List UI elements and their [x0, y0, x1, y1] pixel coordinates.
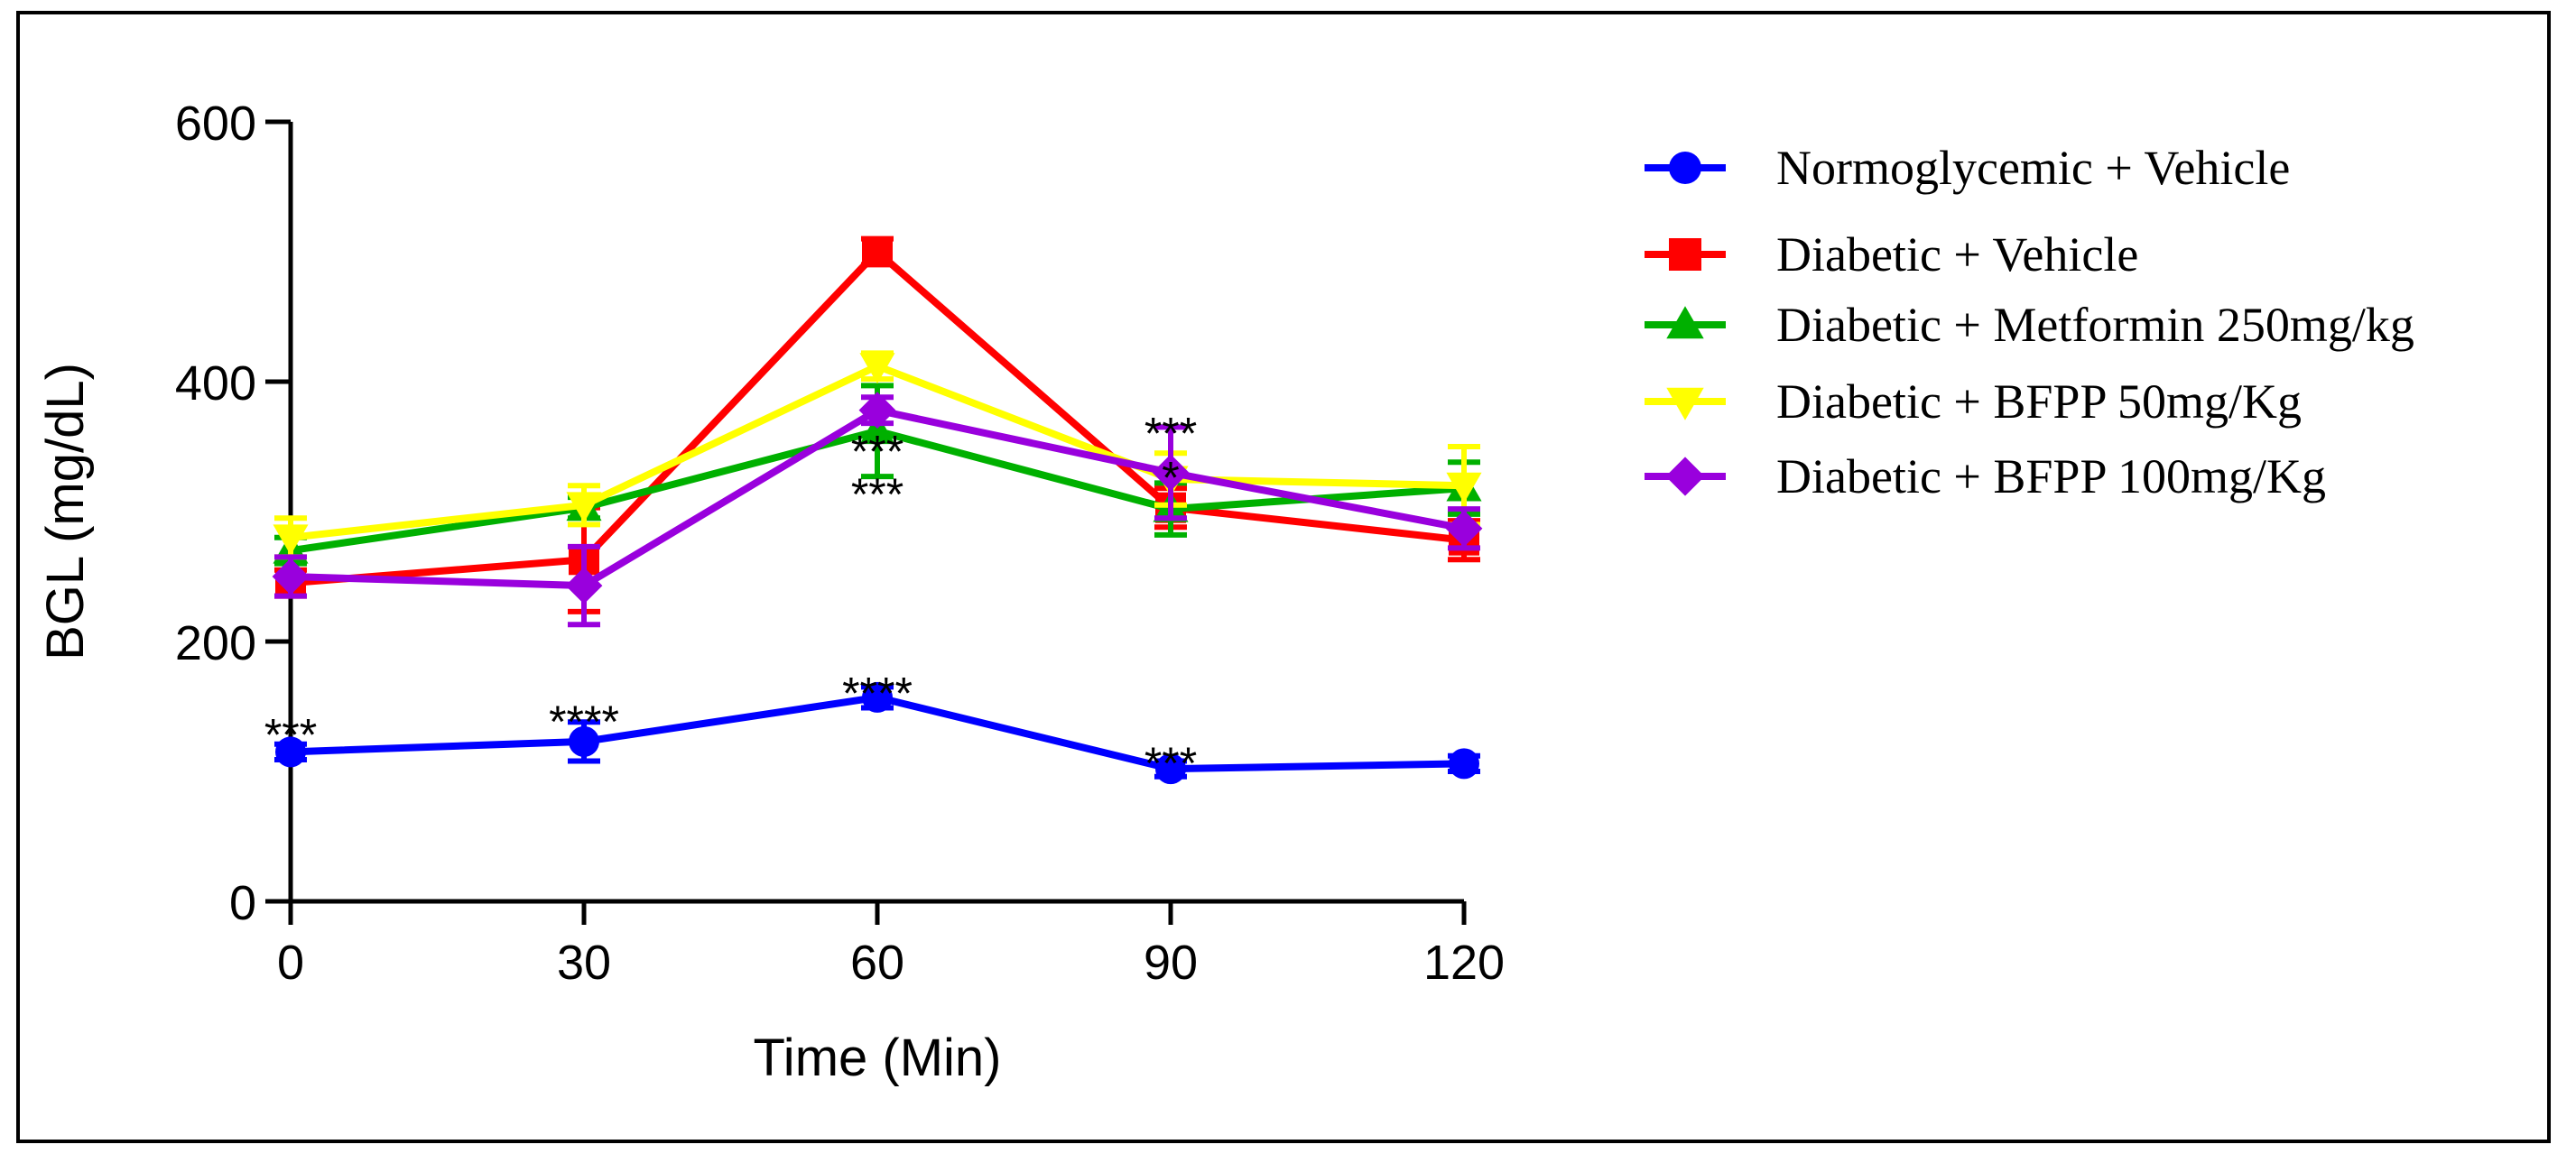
- y-axis-ticks: 0 200 400 600: [175, 97, 291, 930]
- legend-item: Diabetic + Vehicle: [1645, 227, 2138, 282]
- data-point: [859, 413, 895, 445]
- data-point: [859, 353, 895, 384]
- significance-marker: ***: [1144, 408, 1197, 458]
- significance-marker: ***: [264, 709, 317, 760]
- significance-marker: *: [1162, 452, 1179, 503]
- legend-swatch-marker: [1669, 152, 1701, 184]
- data-point: [272, 558, 310, 595]
- significance-marker: ***: [851, 469, 903, 520]
- legend-item: Normoglycemic + Vehicle: [1645, 141, 2290, 195]
- data-point: [1445, 510, 1483, 548]
- significance-marker: ****: [842, 668, 913, 718]
- legend-swatch-marker: [1669, 238, 1701, 271]
- y-tick-label: 0: [229, 876, 256, 930]
- legend-swatch-marker: [1665, 457, 1705, 496]
- x-tick-label: 30: [557, 936, 611, 990]
- legend-item: Diabetic + BFPP 50mg/Kg: [1645, 374, 2302, 429]
- x-tick-label: 120: [1423, 936, 1505, 990]
- legend-swatch-marker: [1666, 306, 1704, 339]
- x-tick-label: 90: [1144, 936, 1198, 990]
- legend-swatch-marker: [1666, 387, 1704, 420]
- x-tick-label: 60: [850, 936, 904, 990]
- significance-marker: ***: [1144, 738, 1197, 789]
- figure-frame: [16, 11, 2551, 1143]
- data-point: [273, 524, 309, 556]
- data-point: [862, 236, 893, 267]
- y-tick-label: 400: [175, 356, 256, 411]
- data-point: [858, 392, 896, 429]
- legend-label: Diabetic + BFPP 50mg/Kg: [1776, 374, 2302, 429]
- data-point: [1446, 472, 1482, 503]
- axes: 0 200 400 600 0 30 60 90 120 BGL (mg/dL) Time (…: [36, 97, 1505, 1087]
- series-layer: [272, 235, 1483, 785]
- data-point: [565, 567, 603, 605]
- y-axis-label: BGL (mg/dL): [36, 363, 95, 660]
- y-tick-label: 200: [175, 616, 256, 670]
- legend: Normoglycemic + Vehicle Diabetic + Vehicl…: [1645, 141, 2414, 503]
- data-point: [275, 736, 306, 768]
- legend-item: Diabetic + BFPP 100mg/Kg: [1645, 449, 2326, 503]
- legend-label: Normoglycemic + Vehicle: [1776, 141, 2290, 195]
- x-axis-label: Time (Min): [754, 1029, 1002, 1087]
- x-tick-label: 0: [277, 936, 304, 990]
- y-tick-label: 600: [175, 97, 256, 151]
- data-point: [1155, 753, 1186, 785]
- legend-label: Diabetic + Vehicle: [1776, 227, 2138, 282]
- significance-annotations: *** *********************: [264, 408, 1197, 789]
- data-point: [1152, 454, 1190, 492]
- legend-label: Diabetic + Metformin 250mg/kg: [1776, 298, 2414, 352]
- data-point: [569, 725, 599, 757]
- legend-label: Diabetic + BFPP 100mg/Kg: [1776, 449, 2326, 503]
- x-axis-ticks: 0 30 60 90 120: [277, 901, 1505, 990]
- data-point: [566, 492, 602, 523]
- legend-item: Diabetic + Metformin 250mg/kg: [1645, 298, 2414, 352]
- series-1: [274, 681, 1480, 785]
- significance-marker: ***: [851, 426, 903, 476]
- series-5: [272, 392, 1483, 628]
- significance-marker: ****: [549, 697, 619, 747]
- data-point: [862, 681, 893, 713]
- data-point: [1449, 748, 1479, 780]
